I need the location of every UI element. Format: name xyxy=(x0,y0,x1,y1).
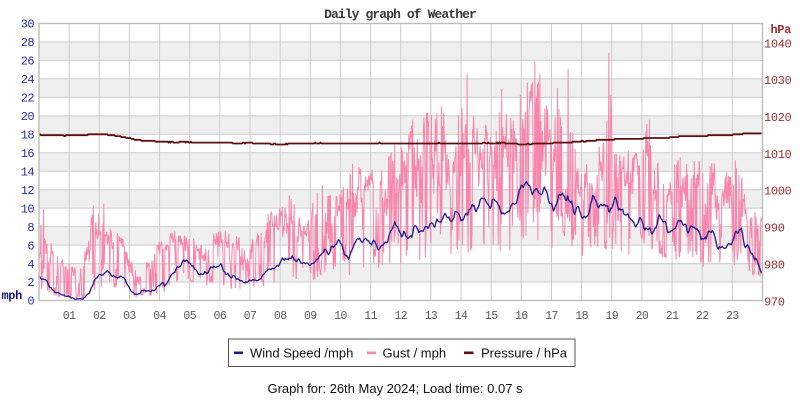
svg-text:30: 30 xyxy=(21,18,35,32)
svg-text:12: 12 xyxy=(21,184,35,198)
svg-text:11: 11 xyxy=(364,310,377,323)
svg-text:14: 14 xyxy=(21,165,35,179)
svg-text:8: 8 xyxy=(27,221,34,235)
svg-text:hPa: hPa xyxy=(771,23,792,37)
svg-text:07: 07 xyxy=(244,310,257,323)
svg-text:1040: 1040 xyxy=(764,37,792,51)
svg-text:6: 6 xyxy=(27,239,34,253)
svg-text:20: 20 xyxy=(21,110,35,124)
svg-text:990: 990 xyxy=(764,222,785,236)
svg-text:23: 23 xyxy=(726,310,739,323)
svg-text:02: 02 xyxy=(93,310,106,323)
svg-text:Graph for: 26th May 2024; Load: Graph for: 26th May 2024; Load time: 0.0… xyxy=(267,381,523,396)
svg-text:24: 24 xyxy=(21,73,35,87)
svg-text:970: 970 xyxy=(764,295,785,309)
svg-text:18: 18 xyxy=(21,129,35,143)
svg-text:13: 13 xyxy=(425,310,438,323)
svg-text:05: 05 xyxy=(183,310,196,323)
svg-text:18: 18 xyxy=(575,310,588,323)
svg-text:1030: 1030 xyxy=(764,74,792,88)
svg-text:16: 16 xyxy=(21,147,35,161)
svg-text:28: 28 xyxy=(21,36,35,50)
svg-text:26: 26 xyxy=(21,55,35,69)
svg-text:17: 17 xyxy=(545,310,558,323)
svg-text:01: 01 xyxy=(63,310,76,323)
svg-text:1020: 1020 xyxy=(764,111,792,125)
svg-text:12: 12 xyxy=(394,310,407,323)
svg-text:2: 2 xyxy=(27,276,34,290)
svg-text:10: 10 xyxy=(334,310,347,323)
svg-text:19: 19 xyxy=(605,310,618,323)
svg-text:06: 06 xyxy=(214,310,227,323)
svg-text:15: 15 xyxy=(485,310,498,323)
svg-text:0: 0 xyxy=(27,295,34,309)
svg-text:980: 980 xyxy=(764,258,785,272)
svg-text:4: 4 xyxy=(27,258,34,272)
svg-text:Daily graph of Weather: Daily graph of Weather xyxy=(324,7,476,22)
svg-text:Gust / mph: Gust / mph xyxy=(383,346,447,361)
svg-text:22: 22 xyxy=(696,310,709,323)
svg-text:Wind Speed /mph: Wind Speed /mph xyxy=(250,346,353,361)
svg-text:16: 16 xyxy=(515,310,528,323)
svg-text:03: 03 xyxy=(123,310,136,323)
svg-text:04: 04 xyxy=(153,310,166,323)
svg-text:mph: mph xyxy=(2,289,23,303)
svg-text:14: 14 xyxy=(455,310,468,323)
svg-text:Pressure / hPa: Pressure / hPa xyxy=(481,346,568,361)
svg-text:09: 09 xyxy=(304,310,317,323)
svg-text:22: 22 xyxy=(21,92,35,106)
svg-text:1000: 1000 xyxy=(764,185,792,199)
svg-text:10: 10 xyxy=(21,202,35,216)
svg-text:1010: 1010 xyxy=(764,148,792,162)
svg-text:08: 08 xyxy=(274,310,287,323)
svg-text:20: 20 xyxy=(636,310,649,323)
svg-text:21: 21 xyxy=(666,310,679,323)
